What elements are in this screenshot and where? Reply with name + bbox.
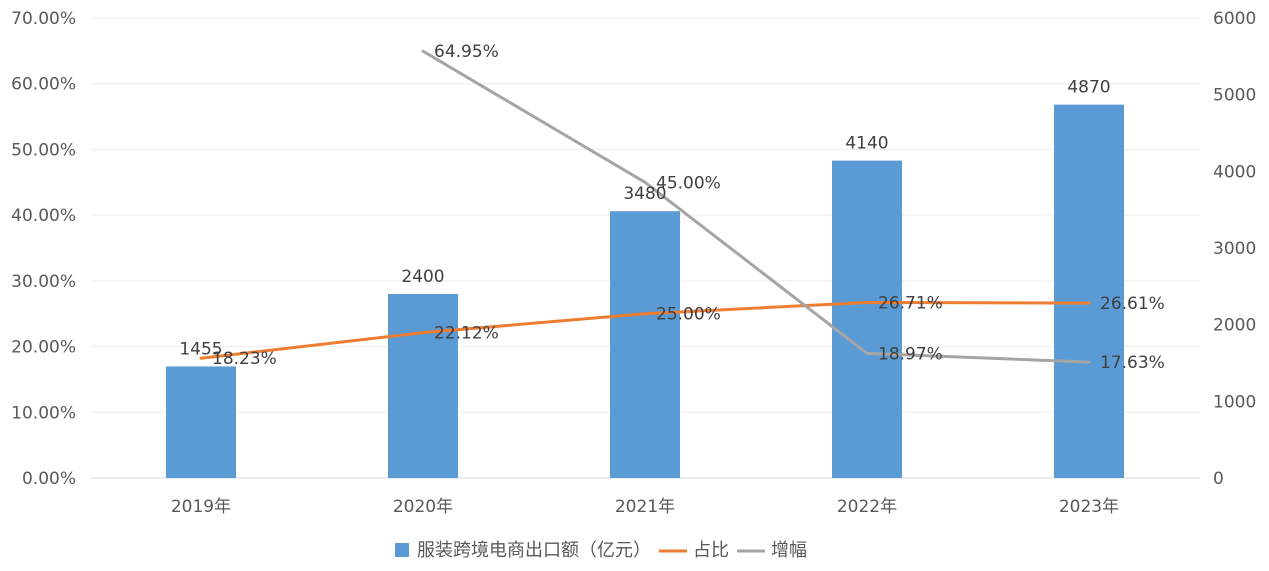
right-axis-tick-label: 1000 [1213,392,1256,412]
bar [388,294,458,478]
bar-data-label: 4140 [845,134,888,154]
legend-label-share: 占比 [693,540,729,561]
left-axis-ticks: 0.00% 10.00% 20.00% 30.00% 40.00% 50.00% 60.00… [11,9,76,489]
right-axis-tick-label: 2000 [1213,316,1256,336]
left-axis-tick-label: 40.00% [11,206,76,226]
x-axis-tick-label: 2022年 [837,497,897,517]
right-axis-tick-label: 6000 [1213,9,1256,29]
share-data-label: 26.71% [878,293,943,313]
left-axis-tick-label: 30.00% [11,272,76,292]
growth-data-label: 45.00% [656,173,721,193]
growth-data-label: 17.63% [1100,353,1165,373]
bar [166,366,236,478]
share-data-label: 25.00% [656,305,721,325]
share-data-label: 26.61% [1100,294,1165,314]
x-axis-ticks: 2019年 2020年 2021年 2022年 2023年 [171,497,1119,517]
left-axis-tick-label: 10.00% [11,403,76,423]
x-axis-tick-label: 2020年 [393,497,453,517]
growth-data-label: 64.95% [434,42,499,62]
line-series [199,49,1091,364]
bar-data-label: 3480 [623,184,666,204]
left-axis-tick-label: 20.00% [11,338,76,358]
growth-line [421,49,1091,364]
bar [610,211,680,478]
bar-data-label: 1455 [179,339,222,359]
right-axis-ticks: 0 1000 2000 3000 4000 5000 6000 [1213,9,1256,489]
bar-data-label: 2400 [401,267,444,287]
right-axis-tick-label: 0 [1213,469,1224,489]
left-axis-tick-label: 50.00% [11,140,76,160]
bar [1054,104,1124,478]
left-axis-tick-label: 0.00% [22,469,76,489]
x-axis-tick-label: 2021年 [615,497,675,517]
right-axis-tick-label: 4000 [1213,162,1256,182]
right-axis-tick-label: 3000 [1213,239,1256,259]
legend-label-growth: 增幅 [771,540,807,561]
bar [832,160,902,478]
legend: 服装跨境电商出口额（亿元） 占比 增幅 [395,540,807,561]
x-axis-tick-label: 2023年 [1059,497,1119,517]
right-axis-tick-label: 5000 [1213,86,1256,106]
x-axis-tick-label: 2019年 [171,497,231,517]
share-line [199,300,1091,360]
legend-label-bar: 服装跨境电商出口额（亿元） [417,540,651,561]
left-axis-tick-label: 70.00% [11,9,76,29]
legend-swatch-bar [395,543,409,557]
growth-data-label: 18.97% [878,344,943,364]
left-axis-tick-label: 60.00% [11,75,76,95]
share-data-label: 22.12% [434,324,499,344]
data-labels: 1455 2400 3480 4140 4870 18.23% 22.12% 25.00% 26… [179,42,1164,373]
share-data-label: 18.23% [212,349,277,369]
bar-series [166,104,1124,478]
bar-data-label: 4870 [1067,78,1110,98]
